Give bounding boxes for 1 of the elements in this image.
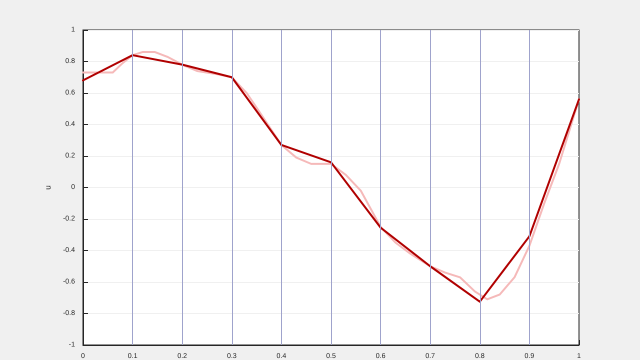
y-axis-title: u: [44, 185, 53, 190]
